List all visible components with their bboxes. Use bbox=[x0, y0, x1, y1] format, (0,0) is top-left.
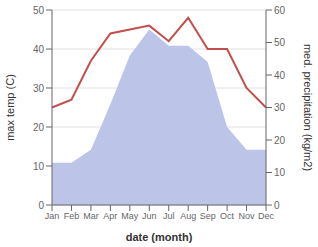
svg-text:max temp (C): max temp (C) bbox=[8, 74, 16, 141]
svg-text:50: 50 bbox=[33, 5, 45, 16]
svg-text:Mar: Mar bbox=[83, 211, 99, 221]
svg-text:Nov: Nov bbox=[239, 211, 256, 221]
svg-text:30: 30 bbox=[33, 83, 45, 94]
svg-text:10: 10 bbox=[33, 161, 45, 172]
svg-text:Aug: Aug bbox=[180, 211, 196, 221]
svg-text:40: 40 bbox=[33, 44, 45, 55]
svg-text:20: 20 bbox=[274, 135, 286, 146]
svg-text:60: 60 bbox=[274, 5, 286, 16]
svg-text:40: 40 bbox=[274, 70, 286, 81]
svg-text:30: 30 bbox=[274, 102, 286, 113]
svg-text:date (month): date (month) bbox=[126, 231, 193, 243]
svg-text:Jun: Jun bbox=[142, 211, 157, 221]
svg-text:Feb: Feb bbox=[64, 211, 80, 221]
svg-text:Apr: Apr bbox=[103, 211, 117, 221]
svg-text:May: May bbox=[121, 211, 139, 221]
svg-text:Jul: Jul bbox=[163, 211, 175, 221]
svg-text:0: 0 bbox=[38, 200, 44, 211]
svg-text:0: 0 bbox=[274, 200, 280, 211]
svg-text:Jan: Jan bbox=[45, 211, 60, 221]
svg-text:med. precipitation (kg/m2): med. precipitation (kg/m2) bbox=[302, 44, 310, 171]
svg-text:20: 20 bbox=[33, 122, 45, 133]
svg-text:Oct: Oct bbox=[220, 211, 235, 221]
svg-text:Dec: Dec bbox=[258, 211, 275, 221]
svg-text:Sep: Sep bbox=[200, 211, 216, 221]
svg-text:10: 10 bbox=[274, 167, 286, 178]
svg-text:50: 50 bbox=[274, 37, 286, 48]
